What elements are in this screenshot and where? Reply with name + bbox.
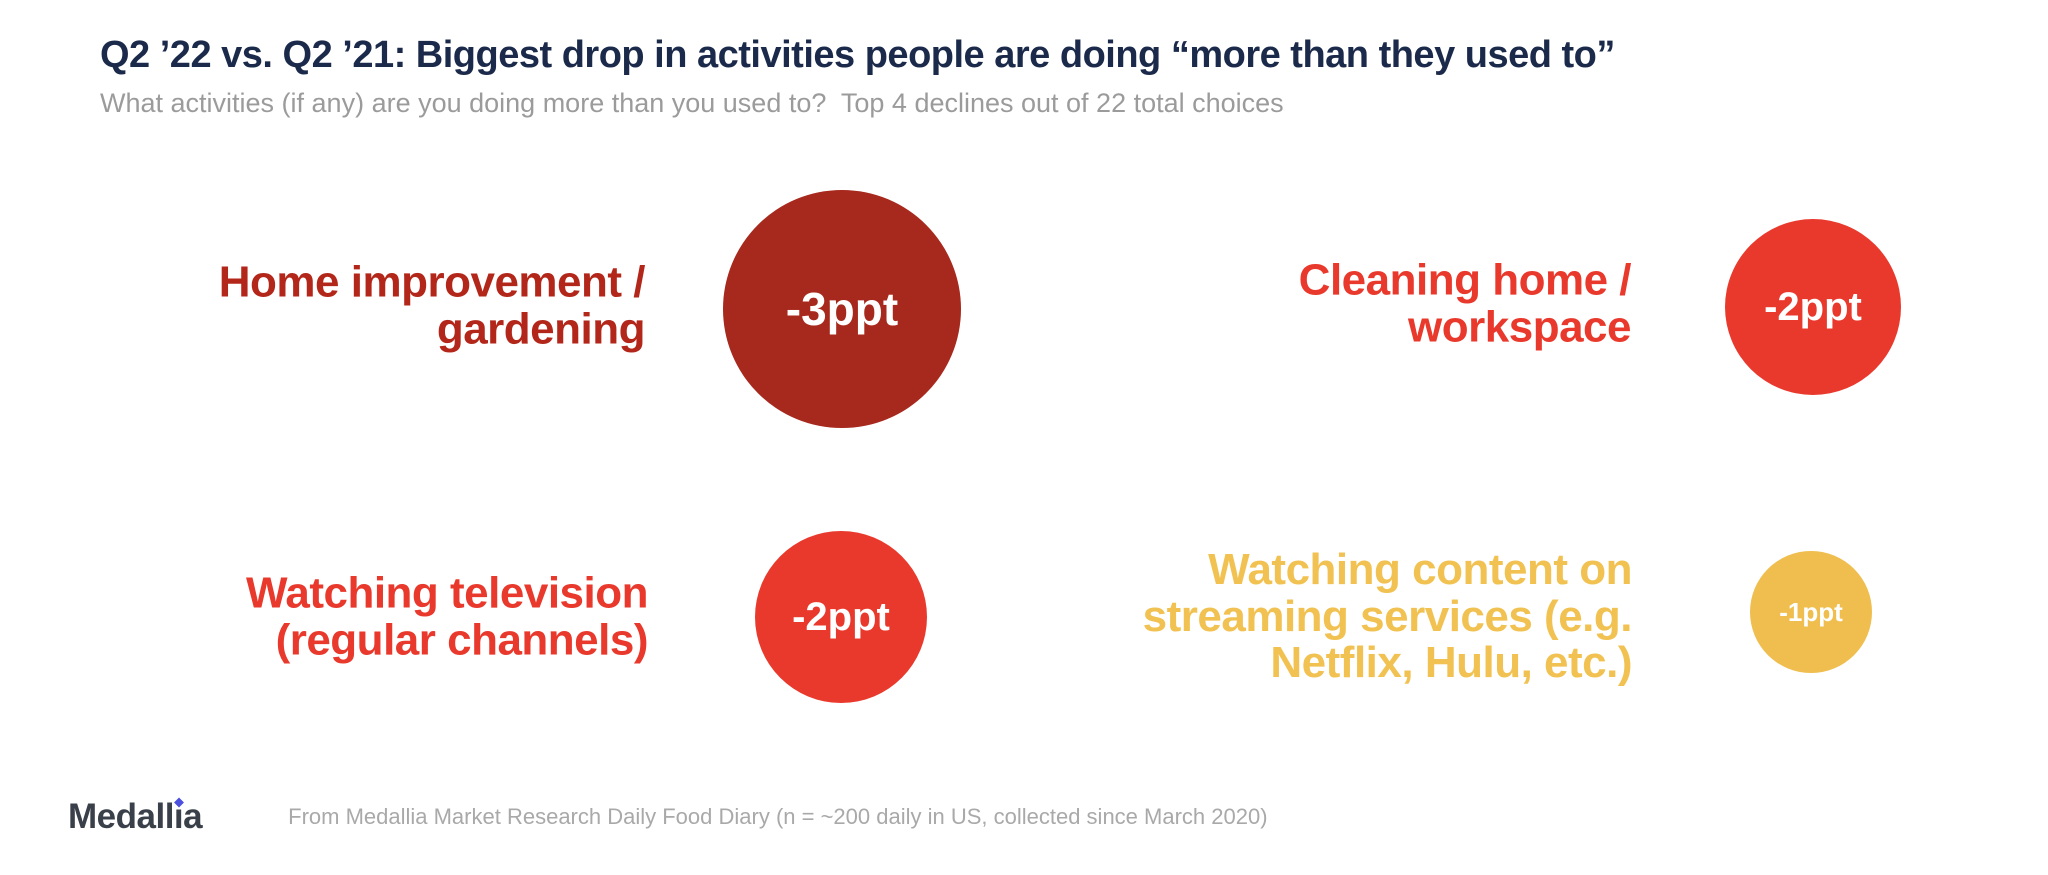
label-line: Watching television bbox=[245, 568, 649, 618]
logo-dotless-i: ı bbox=[173, 796, 184, 838]
label-line: Watching content on bbox=[1208, 545, 1632, 595]
page-title: Q2 ’22 vs. Q2 ’21: Biggest drop in activ… bbox=[100, 34, 1615, 76]
activity-label-home-improvement: Home improvement / gardening bbox=[218, 257, 646, 353]
bubble-value: -3ppt bbox=[785, 283, 899, 335]
footer: Medallı a From Medallia Market Research D… bbox=[68, 796, 1268, 838]
medallia-logo: Medallı a bbox=[68, 796, 203, 838]
logo-i-glyph: ı bbox=[173, 797, 184, 836]
label-line: streaming services (e.g. bbox=[1142, 591, 1633, 641]
bubble-cleaning-home: -2ppt bbox=[1725, 219, 1901, 395]
bubble-value: -1ppt bbox=[1779, 596, 1843, 627]
activity-label-watching-television: Watching television (regular channels) bbox=[245, 568, 649, 664]
logo-text-part: Medall bbox=[68, 797, 174, 836]
label-line: Cleaning home / bbox=[1298, 255, 1632, 305]
label-line: Netflix, Hulu, etc.) bbox=[1270, 638, 1632, 688]
bubble-value: -2ppt bbox=[792, 594, 890, 639]
label-line: (regular channels) bbox=[275, 615, 649, 664]
page-subtitle: What activities (if any) are you doing m… bbox=[100, 88, 1284, 118]
bubble-watching-television: -2ppt bbox=[755, 531, 927, 703]
bubble-streaming-services: -1ppt bbox=[1750, 551, 1872, 673]
bubble-value: -2ppt bbox=[1764, 284, 1862, 329]
label-line: workspace bbox=[1408, 302, 1631, 351]
label-line: Home improvement / bbox=[218, 257, 646, 307]
label-line: gardening bbox=[436, 304, 646, 353]
source-note: From Medallia Market Research Daily Food… bbox=[288, 804, 1268, 829]
logo-text-part: a bbox=[183, 797, 203, 836]
bubble-home-improvement: -3ppt bbox=[723, 190, 961, 428]
activity-label-cleaning-home: Cleaning home / workspace bbox=[1298, 255, 1632, 351]
activity-label-streaming-services: Watching content on streaming services (… bbox=[1142, 545, 1633, 688]
